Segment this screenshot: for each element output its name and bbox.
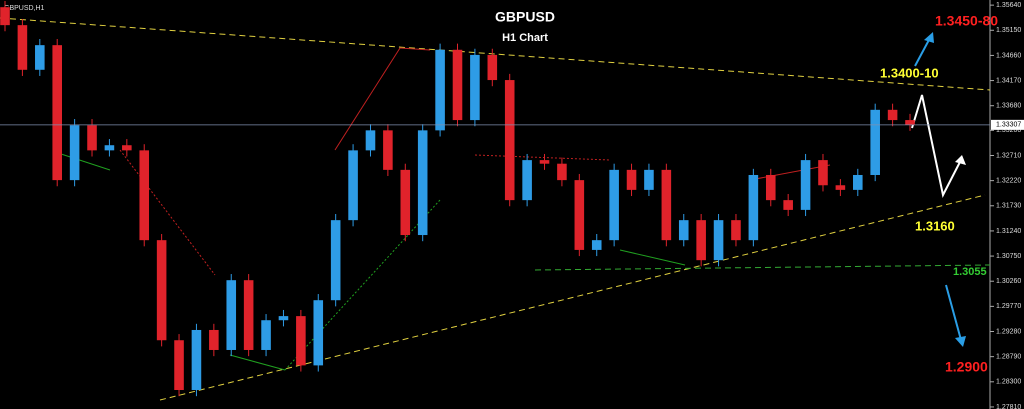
candle-body [609, 169, 619, 241]
candle-body [887, 109, 898, 121]
candle-body [243, 280, 254, 350]
y-tick-label: 1.27810 [996, 404, 1021, 409]
candle-body [853, 174, 863, 190]
y-tick-label: 1.31730 [996, 203, 1021, 210]
candle-body [87, 125, 97, 151]
candle-body [122, 145, 132, 151]
candle-body [313, 300, 324, 366]
candle-body [661, 169, 672, 241]
y-tick-label: 1.35150 [996, 27, 1021, 34]
candle-body [17, 25, 28, 70]
resistance-trendline [0, 17, 991, 91]
y-tick-label: 1.34170 [996, 77, 1021, 84]
y-tick-label: 1.34660 [996, 52, 1021, 59]
level-annotation: 1.3400-10 [880, 65, 939, 80]
y-tick-label: 1.30260 [996, 278, 1021, 285]
candle-body [452, 49, 463, 121]
candle-body [678, 220, 689, 241]
candle-body [139, 150, 150, 241]
candle-body [574, 180, 585, 250]
y-tick-label: 1.32220 [996, 177, 1021, 184]
candle-body [435, 49, 445, 131]
candle-body [365, 130, 376, 151]
candle-body [69, 125, 80, 181]
arrow-down [945, 284, 962, 341]
candle-body [835, 185, 846, 190]
candle-body [748, 174, 759, 241]
pattern-line [334, 47, 431, 151]
y-tick-label: 1.32710 [996, 152, 1021, 159]
chart-title: GBPUSD [495, 9, 555, 25]
chart-subtitle: H1 Chart [502, 32, 548, 44]
candle-body [383, 130, 393, 170]
candle-body [278, 316, 289, 321]
candle-body [348, 150, 358, 221]
candle-body [783, 200, 793, 210]
y-tick-label: 1.33200 [996, 127, 1021, 134]
candle-body [35, 45, 45, 70]
pattern-line [229, 354, 286, 371]
y-tick-label: 1.31240 [996, 228, 1021, 235]
pattern-line [749, 164, 831, 181]
level-annotation: 1.2900 [945, 359, 988, 375]
candle-body [800, 160, 811, 210]
last-price-box [991, 119, 1024, 130]
candle-body [330, 220, 341, 301]
candle-body [870, 109, 880, 175]
candle-body [470, 54, 480, 121]
y-tick-label: 1.29280 [996, 328, 1021, 335]
candle-body [417, 130, 428, 236]
arrow-up [914, 37, 931, 67]
level-annotation: 1.3450-80 [935, 13, 998, 29]
candle-body [226, 280, 237, 350]
y-tick-label: 1.28300 [996, 379, 1021, 386]
candle-body [713, 220, 724, 261]
candle-body [905, 120, 915, 125]
level-annotation: 1.3055 [953, 266, 987, 278]
y-tick-label: 1.33680 [996, 103, 1021, 110]
candle-body [0, 7, 10, 26]
candle-body [191, 329, 202, 391]
candle-body [522, 160, 532, 201]
last-price-label: 1.33307 [996, 122, 1021, 129]
arrow-head [955, 155, 966, 165]
support-level [534, 264, 991, 271]
candle-body [487, 54, 498, 81]
candle-body [261, 320, 271, 350]
candle-body [104, 145, 115, 151]
arrow-head [955, 336, 966, 347]
candle-body [52, 45, 62, 181]
candle-body [209, 329, 219, 350]
level-annotation: 1.3160 [915, 218, 955, 233]
candle-body [539, 160, 550, 164]
pattern-line [474, 154, 611, 161]
candle-body [400, 169, 411, 236]
symbol-label: GBPUSD,H1 [4, 5, 45, 12]
y-tick-label: 1.28790 [996, 353, 1021, 360]
y-tick-label: 1.35640 [996, 2, 1021, 9]
candle-body [174, 340, 184, 391]
arrow-head [924, 32, 934, 43]
support-trendline [159, 194, 986, 401]
y-tick-label: 1.30750 [996, 253, 1021, 260]
candle-body [591, 240, 602, 250]
pattern-line [54, 151, 111, 171]
candle-body [557, 163, 567, 181]
candle-body [696, 220, 706, 261]
forecast-path [911, 94, 963, 198]
candle-body [504, 80, 515, 201]
candle-body [644, 169, 654, 190]
candle-body [818, 160, 828, 186]
candle-body [731, 220, 741, 241]
pattern-line [619, 249, 686, 266]
candle-body [156, 240, 167, 341]
candle-body [626, 169, 637, 190]
y-tick-label: 1.29770 [996, 303, 1021, 310]
candle-body [296, 316, 306, 366]
candle-body [765, 174, 776, 201]
